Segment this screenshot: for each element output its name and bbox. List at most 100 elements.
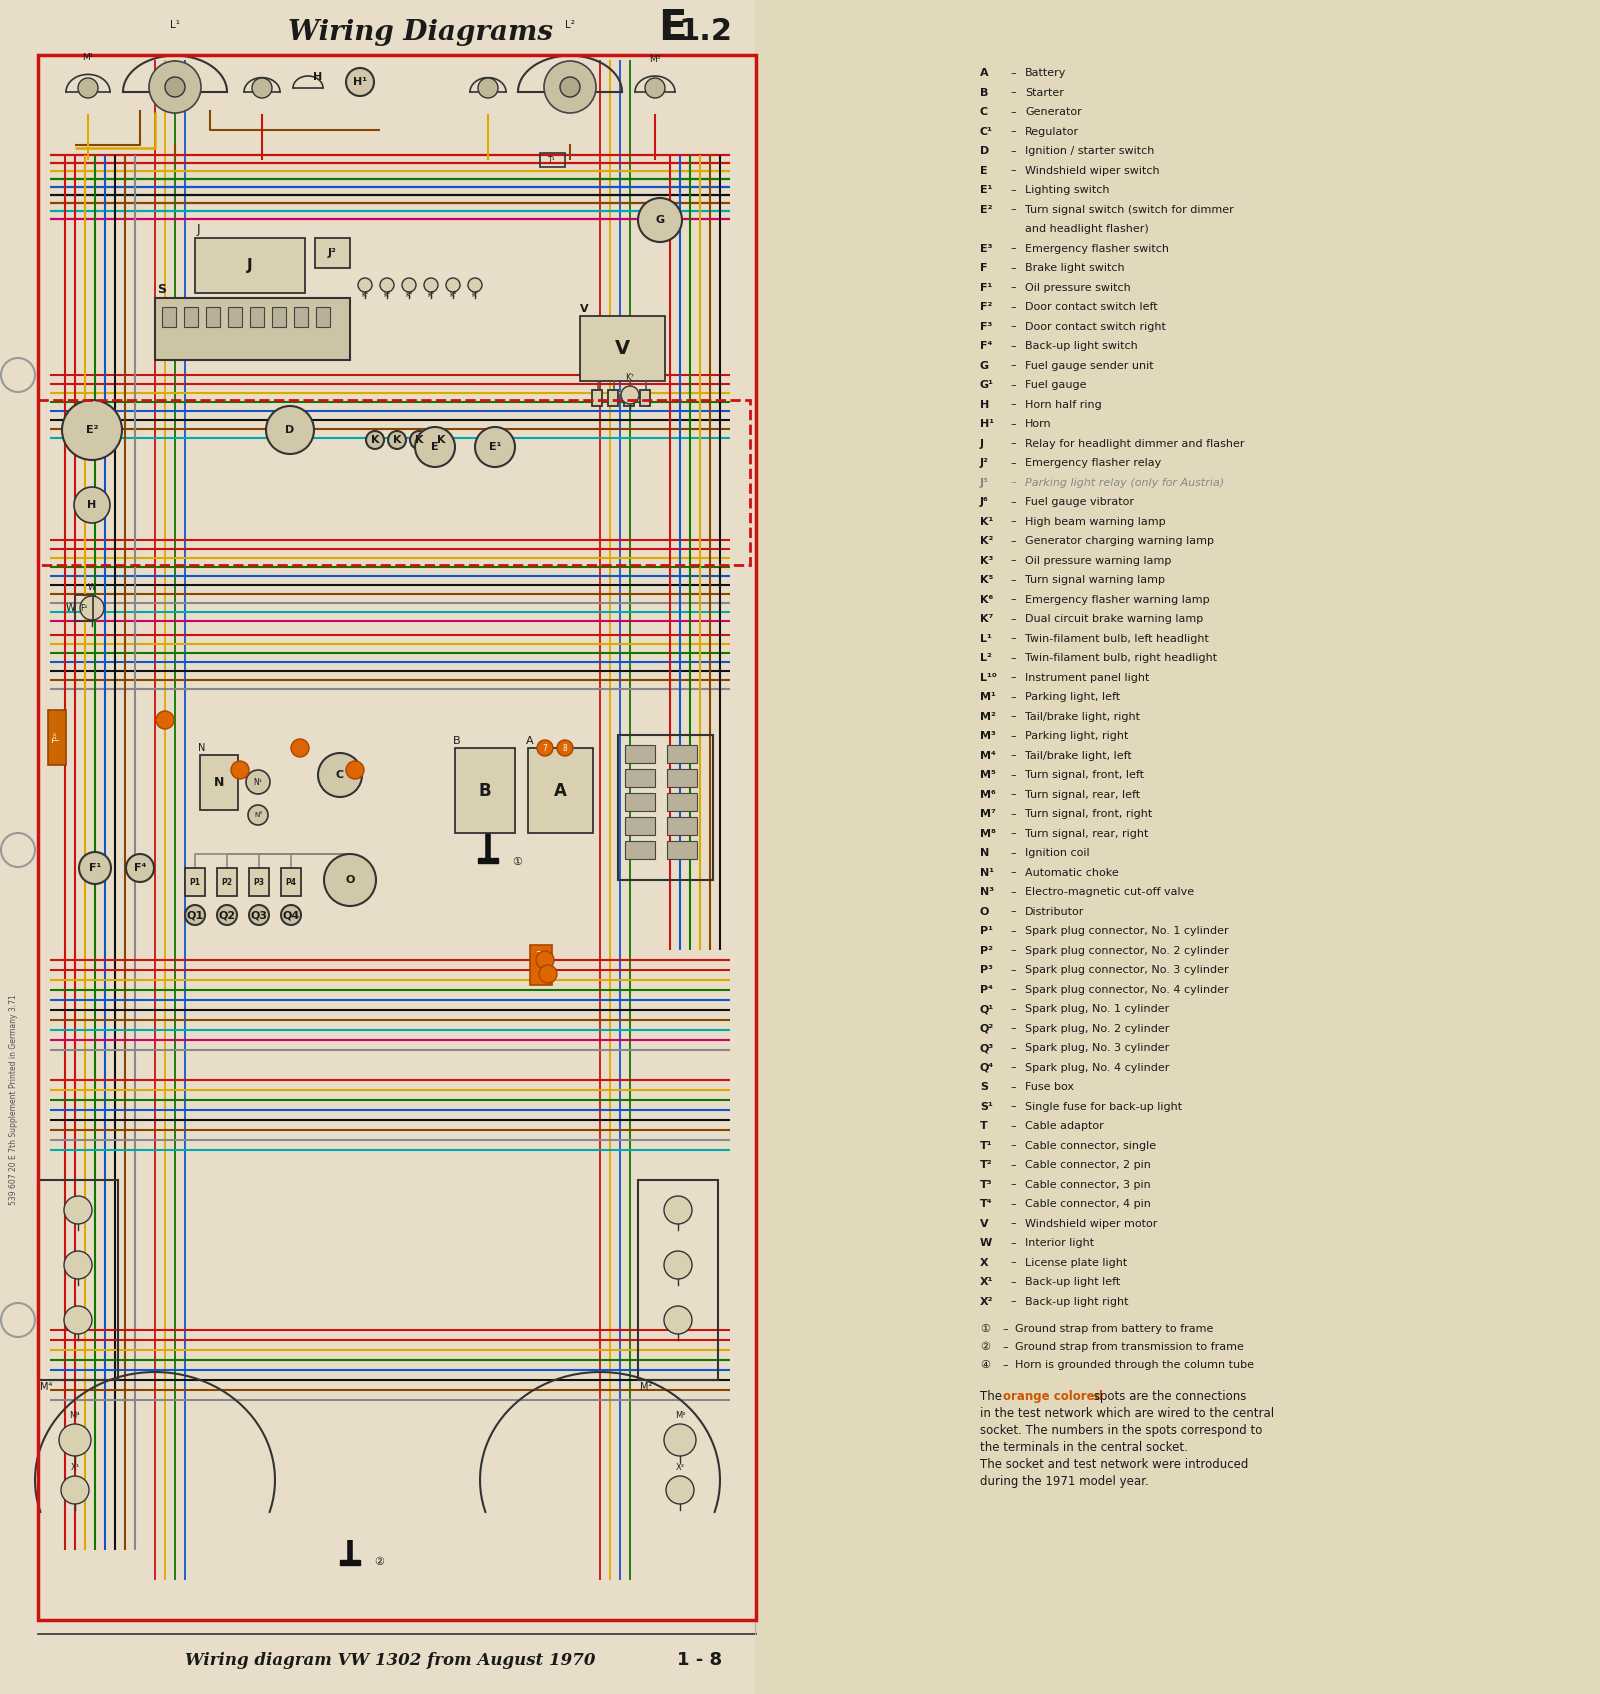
- Text: Spark plug, No. 4 cylinder: Spark plug, No. 4 cylinder: [1026, 1062, 1170, 1072]
- Text: –: –: [1010, 810, 1016, 818]
- Bar: [454, 749, 515, 833]
- Text: –: –: [1010, 888, 1016, 898]
- Text: Fuel gauge: Fuel gauge: [1026, 379, 1086, 390]
- Bar: [206, 307, 221, 327]
- Text: 1.2: 1.2: [678, 17, 733, 46]
- Text: during the 1971 model year.: during the 1971 model year.: [979, 1475, 1149, 1487]
- Text: Tail/brake light, left: Tail/brake light, left: [1026, 750, 1131, 761]
- Bar: [638, 1181, 718, 1381]
- Bar: [294, 307, 307, 327]
- Text: Q2: Q2: [219, 910, 235, 920]
- Text: Ignition coil: Ignition coil: [1026, 849, 1090, 857]
- Circle shape: [358, 278, 371, 291]
- Text: –: –: [1010, 849, 1016, 857]
- Text: Q3: Q3: [251, 910, 267, 920]
- Text: Fuse box: Fuse box: [1026, 1082, 1074, 1093]
- Bar: [626, 769, 654, 788]
- Text: X²: X²: [979, 1296, 994, 1306]
- Text: the terminals in the central socket.: the terminals in the central socket.: [979, 1442, 1187, 1453]
- Circle shape: [467, 278, 482, 291]
- Bar: [38, 1181, 118, 1381]
- Text: K⁶: K⁶: [450, 291, 456, 298]
- Text: spots are the connections: spots are the connections: [1090, 1391, 1246, 1403]
- Bar: [184, 307, 198, 327]
- Text: Oil pressure warning lamp: Oil pressure warning lamp: [1026, 556, 1171, 566]
- Bar: [618, 735, 714, 879]
- Bar: [667, 745, 698, 762]
- Text: Door contact switch right: Door contact switch right: [1026, 322, 1166, 332]
- Text: 539 607 20 E 7th Supplement Printed in Germany 3.71: 539 607 20 E 7th Supplement Printed in G…: [10, 994, 19, 1206]
- Text: –: –: [1010, 945, 1016, 955]
- Text: M⁴: M⁴: [70, 1411, 80, 1420]
- Text: K: K: [414, 435, 424, 446]
- Text: –: –: [1010, 1044, 1016, 1054]
- Text: M⁷: M⁷: [979, 810, 995, 818]
- Text: A: A: [554, 781, 566, 800]
- Text: Generator charging warning lamp: Generator charging warning lamp: [1026, 535, 1214, 545]
- Text: –: –: [1010, 1238, 1016, 1248]
- Text: Windshield wiper motor: Windshield wiper motor: [1026, 1218, 1157, 1228]
- Bar: [339, 1560, 360, 1565]
- Text: P3: P3: [253, 877, 264, 886]
- Text: P2: P2: [221, 877, 232, 886]
- Bar: [218, 867, 237, 896]
- Circle shape: [80, 596, 104, 620]
- Text: N¹: N¹: [254, 778, 262, 786]
- Circle shape: [544, 61, 595, 113]
- Circle shape: [186, 905, 205, 925]
- Circle shape: [62, 400, 122, 461]
- Circle shape: [410, 430, 429, 449]
- Bar: [626, 840, 654, 859]
- Text: –: –: [1010, 1023, 1016, 1033]
- Circle shape: [664, 1425, 696, 1457]
- Circle shape: [538, 740, 554, 756]
- Circle shape: [157, 711, 174, 728]
- Text: K³: K³: [979, 556, 994, 566]
- Text: Door contact switch left: Door contact switch left: [1026, 302, 1158, 312]
- Text: Turn signal, front, right: Turn signal, front, right: [1026, 810, 1152, 818]
- Circle shape: [266, 407, 314, 454]
- Text: M⁵: M⁵: [979, 771, 995, 779]
- Bar: [38, 400, 750, 566]
- Text: E: E: [979, 166, 987, 176]
- Bar: [229, 307, 242, 327]
- Text: –: –: [1002, 1360, 1008, 1370]
- Text: Electro-magnetic cut-off valve: Electro-magnetic cut-off valve: [1026, 888, 1194, 898]
- Text: Horn half ring: Horn half ring: [1026, 400, 1102, 410]
- Text: F: F: [979, 263, 987, 273]
- Text: Q1: Q1: [187, 910, 203, 920]
- Text: D: D: [285, 425, 294, 435]
- Text: C¹: C¹: [979, 127, 994, 137]
- Circle shape: [126, 854, 154, 883]
- Text: M⁴: M⁴: [40, 1382, 53, 1392]
- Text: ④: ④: [979, 1360, 990, 1370]
- Text: K⁵: K⁵: [427, 291, 435, 298]
- Text: –: –: [1010, 88, 1016, 98]
- Text: Parking light relay (only for Austria): Parking light relay (only for Austria): [1026, 478, 1224, 488]
- Text: J: J: [979, 439, 984, 449]
- Circle shape: [78, 78, 98, 98]
- Bar: [667, 769, 698, 788]
- Text: D: D: [979, 146, 989, 156]
- Text: and headlight flasher): and headlight flasher): [1026, 224, 1149, 234]
- Circle shape: [446, 278, 461, 291]
- Text: –: –: [1010, 535, 1016, 545]
- Text: H¹: H¹: [354, 76, 366, 86]
- Text: Dual circuit brake warning lamp: Dual circuit brake warning lamp: [1026, 613, 1203, 623]
- Text: Starter: Starter: [1026, 88, 1064, 98]
- Text: M²: M²: [675, 1411, 685, 1420]
- Circle shape: [402, 278, 416, 291]
- Text: Turn signal, rear, left: Turn signal, rear, left: [1026, 789, 1141, 800]
- Text: –: –: [1010, 379, 1016, 390]
- Text: K²: K²: [979, 535, 994, 545]
- Text: Fuel gauge sender unit: Fuel gauge sender unit: [1026, 361, 1154, 371]
- Text: Brake light switch: Brake light switch: [1026, 263, 1125, 273]
- Text: J²: J²: [979, 457, 989, 468]
- Text: C: C: [979, 107, 989, 117]
- Text: Q²: Q²: [979, 1023, 994, 1033]
- Circle shape: [253, 78, 272, 98]
- Text: K⁶: K⁶: [979, 595, 994, 605]
- Text: –: –: [1010, 828, 1016, 839]
- Text: –: –: [1010, 556, 1016, 566]
- Text: H¹: H¹: [979, 418, 994, 429]
